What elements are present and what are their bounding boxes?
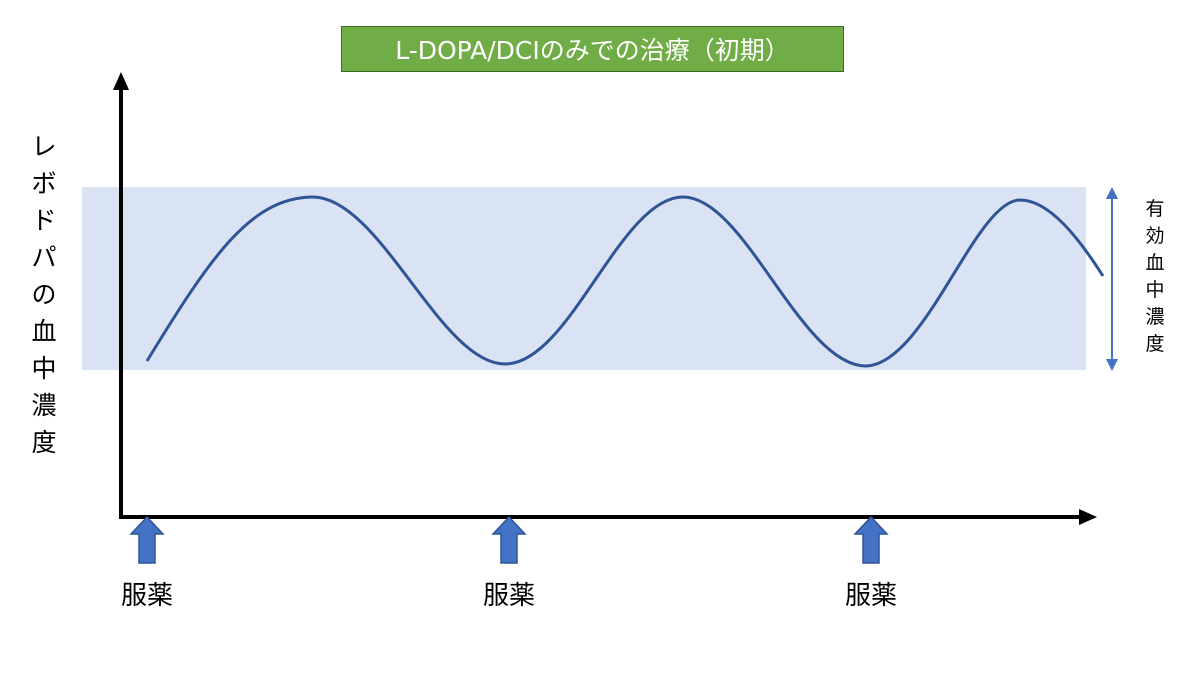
y-axis-label-char: ド: [31, 206, 57, 235]
y-axis-label-char: ボ: [31, 169, 57, 198]
effective-range-label-char: 血: [1145, 252, 1165, 274]
effective-range-label-char: 効: [1145, 225, 1165, 247]
y-axis-label-char: の: [31, 280, 57, 309]
dose-arrow-2: [491, 515, 527, 564]
dose-arrow-1: [129, 515, 165, 564]
diagram-title: L-DOPA/DCIのみでの治療（初期）: [341, 26, 844, 72]
effective-range-label-char: 有: [1145, 198, 1165, 220]
effective-range-arrow-bottom: [1106, 359, 1118, 371]
y-axis-label-char: 中: [31, 354, 57, 383]
x-axis-arrowhead: [1079, 509, 1097, 525]
y-axis-label: レ ボ ド パ の 血 中 濃 度: [24, 128, 64, 461]
dose-label-1: 服薬: [120, 581, 173, 611]
dose-label-3: 服薬: [844, 581, 897, 611]
concentration-curve: [145, 195, 1105, 368]
y-axis-label-char: 濃: [31, 391, 57, 420]
dose-arrow-3: [853, 515, 889, 564]
effective-range-label-char: 度: [1145, 333, 1165, 355]
dose-label-2: 服薬: [482, 581, 535, 611]
y-axis-arrowhead: [113, 72, 129, 90]
y-axis-label-char: パ: [31, 243, 57, 272]
effective-range-label-char: 濃: [1145, 306, 1165, 328]
y-axis-label-char: 度: [31, 428, 57, 457]
effective-range-arrow-top: [1106, 187, 1118, 199]
diagram-title-text: L-DOPA/DCIのみでの治療（初期）: [395, 36, 790, 65]
effective-range-label-char: 中: [1145, 279, 1165, 301]
y-axis-label-char: レ: [31, 132, 57, 161]
effective-range-band: [82, 187, 1086, 370]
y-axis-label-char: 血: [31, 317, 57, 346]
effective-range-label: 有 効 血 中 濃 度: [1138, 196, 1172, 358]
